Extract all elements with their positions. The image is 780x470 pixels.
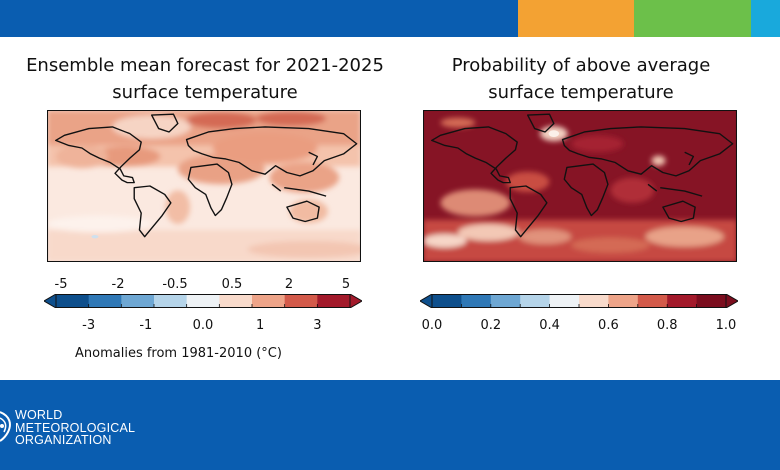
right-colorbar bbox=[420, 294, 738, 308]
left-colorbar-top-label: -5 bbox=[54, 277, 68, 292]
right-colorbar-bottom-label: 0.0 bbox=[421, 318, 443, 333]
left-colorbar-top-label: 0.5 bbox=[221, 277, 243, 292]
left-colorbar bbox=[44, 294, 362, 308]
left-title-line1: Ensemble mean forecast for 2021-2025 bbox=[26, 55, 384, 76]
right-colorbar-swatch bbox=[549, 294, 580, 308]
right-probability-map bbox=[423, 110, 737, 262]
left-colorbar-swatch bbox=[154, 294, 188, 308]
left-colorbar-swatch bbox=[317, 294, 351, 308]
header-band-blue bbox=[0, 0, 518, 37]
left-colorbar-bottom-label: -3 bbox=[82, 318, 96, 333]
right-colorbar-swatch bbox=[432, 294, 462, 308]
left-colorbar-bottom-label: 1 bbox=[256, 318, 265, 333]
left-colorbar-top-label: -2 bbox=[111, 277, 125, 292]
left-chart-title: Ensemble mean forecast for 2021-2025 sur… bbox=[0, 52, 410, 106]
right-colorbar-swatch bbox=[667, 294, 698, 308]
left-colorbar-swatch bbox=[186, 294, 220, 308]
left-colorbar-swatch bbox=[88, 294, 122, 308]
right-title-line2: surface temperature bbox=[488, 82, 674, 103]
org-name-line-1: WORLD bbox=[15, 408, 63, 422]
right-chart-title: Probability of above average surface tem… bbox=[395, 52, 767, 106]
wmo-org-name: WORLD METEOROLOGICAL ORGANIZATION bbox=[15, 409, 135, 447]
header-color-band bbox=[0, 0, 780, 37]
left-temperature-anomaly-map bbox=[47, 110, 361, 262]
org-name-line-2: METEOROLOGICAL bbox=[15, 420, 136, 435]
header-band-cyan bbox=[751, 0, 780, 37]
header-band-green bbox=[634, 0, 751, 37]
right-title-line1: Probability of above average bbox=[451, 55, 711, 76]
right-colorbar-swatch bbox=[637, 294, 668, 308]
wmo-emblem-icon bbox=[0, 411, 11, 442]
left-colorbar-swatch bbox=[121, 294, 155, 308]
left-title-line2: surface temperature bbox=[112, 82, 298, 103]
right-colorbar-swatch bbox=[461, 294, 492, 308]
right-colorbar-bottom-label: 0.2 bbox=[480, 318, 502, 333]
left-colorbar-swatch bbox=[56, 294, 90, 308]
right-colorbar-arrow-high bbox=[725, 294, 738, 308]
left-colorbar-caption: Anomalies from 1981-2010 (°C) bbox=[75, 346, 282, 361]
right-colorbar-bottom-label: 0.6 bbox=[598, 318, 619, 333]
left-colorbar-bottom-label: -1 bbox=[139, 318, 153, 333]
left-colorbar-arrow-low bbox=[44, 294, 57, 308]
right-colorbar-bottom-label: 0.8 bbox=[656, 318, 678, 333]
right-colorbar-swatch bbox=[608, 294, 639, 308]
left-colorbar-swatch bbox=[252, 294, 286, 308]
right-colorbar-swatch bbox=[696, 294, 727, 308]
left-colorbar-top-label: 2 bbox=[284, 277, 294, 292]
left-colorbar-top-label: -0.5 bbox=[162, 277, 188, 292]
left-colorbar-arrow-high bbox=[349, 294, 362, 308]
right-colorbar-swatch bbox=[579, 294, 609, 308]
left-colorbar-swatch bbox=[284, 294, 318, 308]
left-colorbar-bottom-label: 3 bbox=[313, 318, 322, 333]
right-colorbar-bottom-label: 0.4 bbox=[539, 318, 560, 333]
footer-bar bbox=[0, 380, 780, 470]
right-colorbar-swatch bbox=[520, 294, 551, 308]
left-colorbar-bottom-label: 0.0 bbox=[192, 318, 214, 333]
left-colorbar-swatch bbox=[219, 294, 253, 308]
header-band-orange bbox=[518, 0, 634, 37]
left-colorbar-border bbox=[55, 294, 351, 308]
org-name-line-3: ORGANIZATION bbox=[15, 433, 112, 447]
right-colorbar-bottom-label: 1.0 bbox=[715, 318, 737, 333]
right-colorbar-swatch bbox=[490, 294, 521, 308]
right-colorbar-arrow-low bbox=[420, 294, 433, 308]
left-colorbar-top-label: 5 bbox=[341, 277, 351, 292]
